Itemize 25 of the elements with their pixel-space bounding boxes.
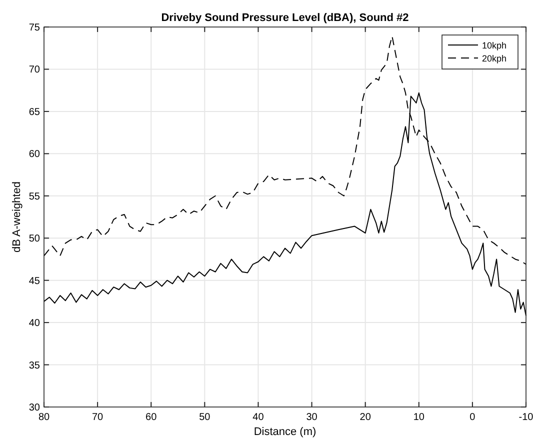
x-tick-label: 70	[92, 412, 104, 423]
y-tick-label: 45	[28, 276, 40, 287]
x-tick-label: 20	[360, 412, 372, 423]
y-tick-label: 30	[28, 402, 40, 414]
y-tick-label: 50	[28, 234, 40, 245]
x-axis-title: Distance (m)	[254, 426, 316, 438]
y-tick-label: 60	[28, 149, 40, 160]
legend-label: 10kph	[482, 40, 507, 50]
x-tick-label: 60	[146, 412, 158, 423]
x-tick-label: 0	[470, 412, 476, 423]
x-tick-label: -10	[518, 412, 533, 423]
y-tick-label: 75	[28, 22, 40, 34]
x-tick-label: 50	[199, 412, 211, 423]
y-tick-label: 70	[28, 64, 40, 76]
chart-title: Driveby Sound Pressure Level (dBA), Sound #2	[161, 12, 409, 24]
x-tick-label: 80	[38, 412, 50, 423]
y-tick-label: 40	[28, 318, 40, 330]
y-axis-title: dB A-weighted	[11, 182, 23, 252]
legend-label: 20kph	[482, 54, 507, 64]
y-tick-label: 65	[28, 106, 40, 118]
x-tick-label: 30	[306, 412, 318, 423]
x-tick-label: 10	[413, 412, 425, 423]
y-tick-label: 55	[28, 191, 40, 202]
x-tick-label: 40	[252, 412, 264, 423]
y-tick-label: 35	[28, 360, 40, 372]
